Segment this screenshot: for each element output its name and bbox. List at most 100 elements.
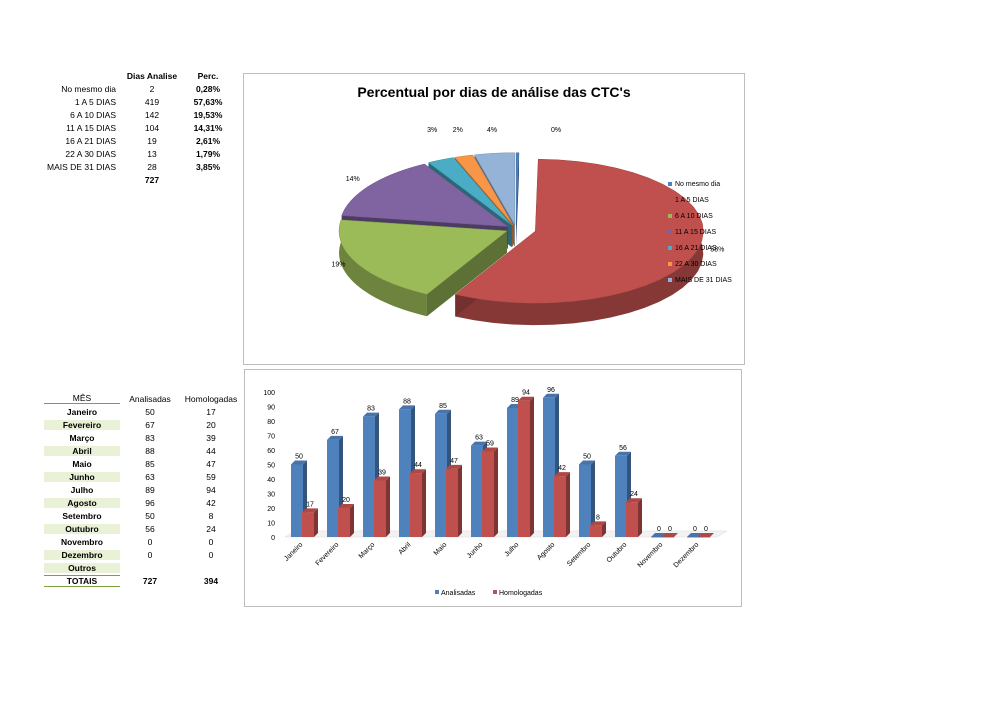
month-row-analisadas: 50: [145, 406, 155, 417]
days-table-row: 6 A 10 DIAS 142 19,53%: [44, 108, 234, 121]
pie-chart-title: Percentual por dias de análise das CTC's: [357, 84, 631, 100]
bar-x-tick-label: Fevereiro: [315, 541, 341, 567]
pie-legend-label: 22 A 30 DIAS: [675, 261, 717, 268]
bar-data-label: 88: [403, 398, 411, 405]
month-row-analisadas: 56: [145, 523, 155, 534]
bar-legend-item: Homologadas: [493, 590, 543, 597]
month-row-homologadas: 8: [208, 510, 214, 521]
month-row-homologadas: 17: [206, 406, 216, 417]
bar-y-tick-label: 40: [267, 477, 275, 484]
days-table-row: 1 A 5 DIAS 419 57,63%: [44, 95, 234, 108]
month-table-row: Outros: [44, 561, 242, 574]
pie-legend-label: 16 A 21 DIAS: [675, 245, 717, 252]
bar-x-tick-label: Março: [358, 541, 377, 560]
pie-legend-label: 11 A 15 DIAS: [675, 229, 716, 236]
pie-legend-item: 16 A 21 DIAS: [668, 245, 717, 252]
month-table-row: Março 83 39: [44, 431, 242, 444]
bar-data-label: 96: [547, 387, 555, 394]
bar-x-tick-label: Junho: [466, 541, 485, 560]
bar-data-label: 44: [414, 462, 422, 469]
days-row-perc: 2,61%: [195, 135, 221, 146]
month-row-homologadas: 47: [206, 458, 216, 469]
month-header-mes: MÊS: [44, 393, 120, 404]
bar-data-label: 50: [295, 454, 303, 461]
days-row-count: 142: [144, 109, 160, 120]
pie-legend-item: MAIS DE 31 DIAS: [668, 277, 732, 284]
bar-data-label: 56: [619, 445, 627, 452]
days-table-row: 11 A 15 DIAS 104 14,31%: [44, 121, 234, 134]
pie-chart: Percentual por dias de análise das CTC's…: [331, 84, 732, 326]
month-row-mes: Setembro: [62, 510, 102, 521]
bar-data-label: 67: [331, 429, 339, 436]
bar-chart-area[interactable]: 0 10 20 30 40 50 60 70 80 90 100 50 17 Janeiro 67 20 Fe…: [244, 369, 742, 607]
month-row-homologadas: 20: [206, 419, 216, 430]
bar-y-tick-label: 80: [267, 419, 275, 426]
month-row-homologadas: 39: [206, 432, 216, 443]
pie-legend-label: 1 A 5 DIAS: [675, 197, 709, 204]
bar-x-tick-label: Novembro: [637, 541, 665, 569]
days-table: Dias Analise Perc. No mesmo dia 2 0,28% 1 A…: [44, 69, 234, 186]
month-total-analisadas: 727: [142, 575, 158, 586]
bar: [338, 504, 354, 537]
month-row-analisadas: 0: [147, 549, 153, 560]
bar-data-label: 47: [450, 458, 458, 465]
month-row-analisadas: 88: [145, 445, 155, 456]
days-row-perc: 3,85%: [195, 161, 221, 172]
month-header-homologadas: Homologadas: [184, 393, 238, 404]
month-row-analisadas: 0: [147, 536, 153, 547]
bar-y-tick-label: 50: [267, 463, 275, 470]
month-row-analisadas: 96: [145, 497, 155, 508]
pie-legend-item: 22 A 30 DIAS: [668, 261, 717, 268]
month-table: MÊS Analisadas Homologadas Janeiro 50 17 Fe…: [44, 392, 242, 587]
month-row-mes: Julho: [70, 484, 94, 495]
bar-y-tick-label: 60: [267, 448, 275, 455]
bar-legend-label: Homologadas: [499, 590, 543, 597]
pie-legend-label: No mesmo dia: [675, 181, 720, 188]
bar-data-label: 0: [657, 526, 661, 533]
bar-x-tick-label: Setembro: [566, 541, 592, 567]
bar-y-tick-label: 70: [267, 434, 275, 441]
month-table-row: Setembro 50 8: [44, 509, 242, 522]
bar-data-label: 42: [558, 465, 566, 472]
bar-legend-label: Analisadas: [441, 590, 476, 597]
bar-x-tick-label: Outubro: [606, 541, 629, 564]
days-table-row: No mesmo dia 2 0,28%: [44, 82, 234, 95]
month-row-analisadas: 67: [145, 419, 155, 430]
bar-data-label: 50: [583, 454, 591, 461]
days-table-row: MAIS DE 31 DIAS 28 3,85%: [44, 160, 234, 173]
days-header-count: Dias Analise: [126, 70, 178, 81]
bar: [662, 533, 678, 538]
pie-chart-area[interactable]: Percentual por dias de análise das CTC's…: [243, 73, 745, 365]
days-row-label: 11 A 15 DIAS: [66, 122, 116, 133]
month-row-analisadas: 83: [145, 432, 155, 443]
pie-data-label: 58%: [710, 247, 724, 254]
bar-legend-item: Analisadas: [435, 590, 476, 597]
bar: [626, 498, 642, 537]
month-row-analisadas: 89: [145, 484, 155, 495]
bar-data-label: 63: [475, 435, 483, 442]
days-row-perc: 0,28%: [195, 83, 221, 94]
bar-data-label: 17: [306, 501, 314, 508]
bar-data-label: 85: [439, 403, 447, 410]
days-row-label: 22 A 30 DIAS: [65, 148, 116, 159]
bar-data-label: 8: [596, 514, 600, 521]
month-table-row: Maio 85 47: [44, 457, 242, 470]
pie-legend-item: 1 A 5 DIAS: [668, 197, 709, 204]
pie-slice: [515, 152, 520, 247]
bar-y-tick-label: 20: [267, 506, 275, 513]
month-row-mes: Outros: [44, 562, 120, 573]
days-row-count: 419: [144, 96, 160, 107]
month-table-row: Junho 63 59: [44, 470, 242, 483]
bar-x-tick-label: Dezembro: [673, 541, 701, 569]
pie-data-label: 4%: [487, 127, 497, 134]
month-row-mes: Abril: [44, 445, 120, 456]
bar-data-label: 24: [630, 491, 638, 498]
month-row-analisadas: 50: [145, 510, 155, 521]
month-total-row: TOTAIS 727 394: [44, 574, 242, 587]
month-table-row: Dezembro 0 0: [44, 548, 242, 561]
month-row-mes: Março: [69, 432, 95, 443]
bar-y-tick-label: 10: [267, 521, 275, 528]
bar: [590, 521, 606, 537]
bar: [518, 396, 534, 537]
